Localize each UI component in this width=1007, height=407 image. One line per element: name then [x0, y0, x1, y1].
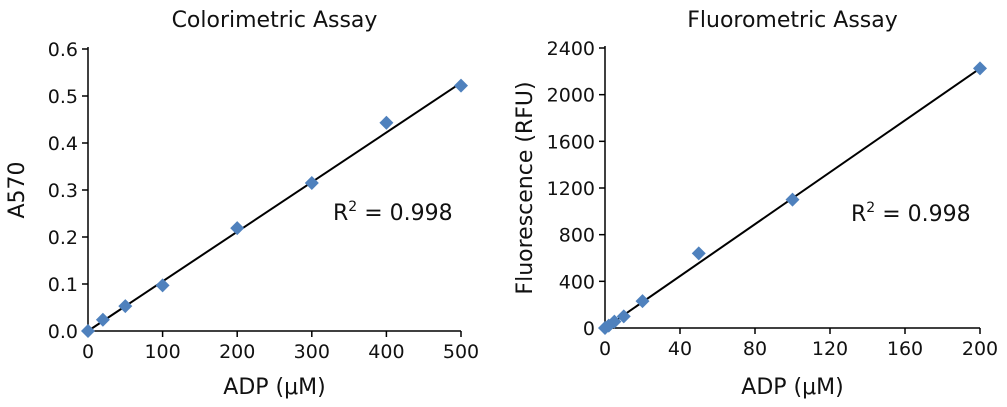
chart-colorimetric-x-label: ADP (μM) — [223, 375, 325, 400]
chart-colorimetric-data-point — [304, 175, 319, 190]
chart-fluorometric-y-tick-label: 0 — [583, 318, 595, 340]
chart-colorimetric-r-base: R — [333, 201, 348, 226]
chart-fluorometric-y-tick-label: 1200 — [547, 178, 595, 200]
chart-colorimetric-title: Colorimetric Assay — [172, 8, 378, 33]
chart-colorimetric-y-tick-label: 0.0 — [48, 321, 78, 343]
chart-colorimetric-data-point — [95, 312, 110, 327]
chart-colorimetric-data-point — [454, 78, 468, 93]
chart-colorimetric-r-squared: R2 = 0.998 — [333, 199, 453, 226]
chart-fluorometric-data-point — [785, 192, 800, 207]
chart-fluorometric-x-tick-label: 0 — [599, 338, 611, 360]
chart-fluorometric-y-tick-label: 1600 — [547, 131, 595, 153]
chart-fluorometric-x-label: ADP (μM) — [741, 375, 843, 400]
chart-colorimetric-data-point — [379, 115, 394, 130]
chart-colorimetric-x-tick-label: 300 — [294, 341, 330, 363]
chart-colorimetric-data-point — [230, 221, 245, 236]
chart-fluorometric-y-label: Fluorescence (RFU) — [513, 81, 538, 294]
chart-colorimetric-data-point — [81, 324, 95, 338]
chart-fluorometric-r-squared: R2 = 0.998 — [851, 200, 971, 227]
chart-fluorometric-r-sup: 2 — [866, 200, 875, 216]
chart-fluorometric: Fluorometric Assay0400800120016002000240… — [513, 8, 998, 400]
chart-fluorometric-data-point — [607, 314, 622, 329]
chart-fluorometric-data-point — [635, 294, 650, 309]
chart-colorimetric-x-tick-label: 200 — [219, 341, 255, 363]
chart-fluorometric-title: Fluorometric Assay — [687, 8, 898, 33]
chart-fluorometric-y-tick-label: 800 — [559, 225, 595, 247]
chart-colorimetric: Colorimetric Assay 0.0 0.1 0.2 0.3 0.4 0.5 0.6 0… — [5, 8, 479, 400]
chart-colorimetric-x-tick-label: 0 — [82, 341, 94, 363]
chart-colorimetric-x-tick-label: 100 — [144, 341, 180, 363]
chart-colorimetric-y-tick-label: 0.2 — [48, 227, 78, 249]
chart-fluorometric-y-tick-label: 400 — [559, 271, 595, 293]
chart-fluorometric-x-tick-label: 200 — [962, 338, 998, 360]
chart-fluorometric-data-point — [616, 309, 631, 324]
chart-colorimetric-y-label: A570 — [5, 161, 30, 218]
chart-colorimetric-data-point — [155, 278, 170, 293]
chart-fluorometric-r-value: = 0.998 — [875, 202, 970, 227]
chart-fluorometric-x-tick-label: 80 — [743, 338, 767, 360]
chart-colorimetric-x-tick-label: 400 — [368, 341, 404, 363]
chart-colorimetric-y-tick-label: 0.1 — [48, 274, 78, 296]
chart-colorimetric-y-tick-label: 0.3 — [48, 180, 78, 202]
chart-colorimetric-data-point — [118, 299, 133, 314]
chart-fluorometric-y-tick-label: 2000 — [547, 85, 595, 107]
chart-fluorometric-y-tick-label: 2400 — [547, 38, 595, 60]
chart-colorimetric-y-tick-label: 0.6 — [48, 39, 78, 61]
chart-fluorometric-data-point — [691, 246, 706, 261]
chart-fluorometric-x-tick-label: 40 — [668, 338, 692, 360]
chart-colorimetric-r-sup: 2 — [348, 199, 357, 215]
chart-colorimetric-fit-line — [87, 82, 462, 332]
chart-colorimetric-y-tick-label: 0.5 — [48, 86, 78, 108]
chart-fluorometric-x-tick-label: 120 — [812, 338, 848, 360]
chart-colorimetric-r-value: = 0.998 — [357, 201, 452, 226]
chart-fluorometric-data-point — [973, 61, 987, 76]
chart-fluorometric-x-tick-label: 160 — [887, 338, 923, 360]
chart-fluorometric-r-base: R — [851, 202, 866, 227]
chart-colorimetric-x-tick-label: 500 — [443, 341, 479, 363]
chart-colorimetric-y-tick-label: 0.4 — [48, 133, 78, 155]
